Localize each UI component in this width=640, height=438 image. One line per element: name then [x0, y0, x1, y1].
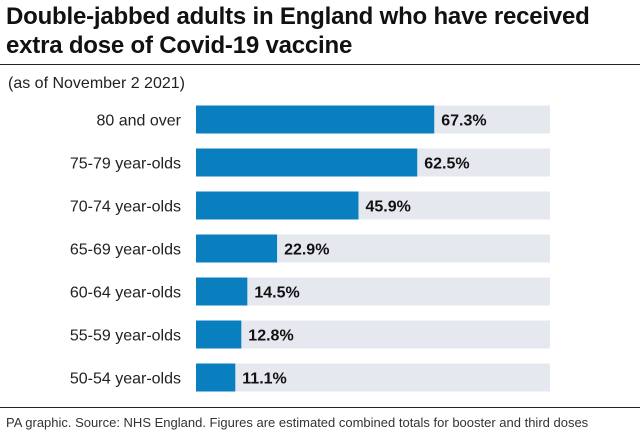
bar	[196, 234, 278, 263]
value-label: 67.3%	[441, 113, 486, 130]
value-label: 14.5%	[254, 285, 299, 302]
footer-divider	[0, 407, 640, 408]
bar	[196, 148, 418, 177]
bar-track	[196, 277, 550, 306]
bar-chart: 80 and over 67.3% 75-79 year-olds 62.5% 70-7…	[70, 105, 550, 392]
category-label: 80 and over	[96, 113, 181, 130]
value-label: 22.9%	[284, 242, 329, 259]
value-label: 11.1%	[242, 371, 286, 388]
category-label: 55-59 year-olds	[70, 328, 181, 345]
category-label: 70-74 year-olds	[70, 199, 181, 216]
bar	[196, 277, 248, 306]
category-label: 50-54 year-olds	[70, 371, 181, 388]
bar	[196, 363, 236, 392]
chart-subtitle: (as of November 2 2021)	[8, 75, 185, 92]
value-label: 12.8%	[248, 328, 293, 345]
category-label: 65-69 year-olds	[70, 242, 181, 259]
bar	[196, 191, 359, 220]
value-label: 62.5%	[424, 156, 469, 173]
bar-track	[196, 363, 550, 392]
bar-track	[196, 320, 550, 349]
title-divider	[0, 64, 640, 65]
category-label: 75-79 year-olds	[70, 156, 181, 173]
chart-title: Double-jabbed adults in England who have…	[6, 3, 590, 59]
bar	[196, 320, 242, 349]
source-note: PA graphic. Source: NHS England. Figures…	[6, 415, 589, 430]
bar	[196, 105, 435, 134]
category-label: 60-64 year-olds	[70, 285, 181, 302]
value-label: 45.9%	[365, 199, 410, 216]
